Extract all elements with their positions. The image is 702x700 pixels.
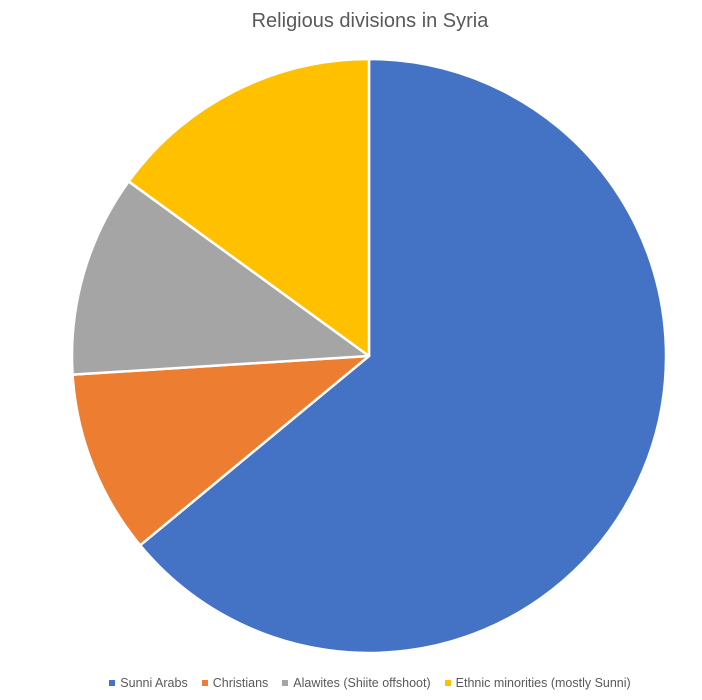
legend-label: Alawites (Shiite offshoot): [293, 676, 431, 690]
legend-item: Christians: [201, 676, 269, 690]
chart-title: Religious divisions in Syria: [251, 10, 489, 32]
pie-slice-sunni-arabs: [138, 57, 668, 655]
legend: Sunni Arabs Christians Alawites (Shiite of…: [0, 676, 702, 690]
legend-swatch: [109, 680, 116, 686]
legend-label: Christians: [212, 676, 269, 690]
legend-label: Sunni Arabs: [120, 676, 188, 690]
pie-slice-alawites-shiite-offshoot: [70, 180, 371, 376]
legend-swatch: [201, 680, 208, 686]
legend-label: Ethnic minorities (mostly Sunni): [455, 676, 631, 690]
legend-item: Sunni Arabs: [109, 676, 188, 690]
pie-slice-ethnic-minorities-mostly-sunni: [127, 57, 371, 358]
legend-swatch: [282, 680, 289, 686]
legend-item: Ethnic minorities (mostly Sunni): [444, 676, 631, 690]
pie-slice-christians: [71, 354, 371, 547]
legend-item: Alawites (Shiite offshoot): [282, 676, 431, 690]
legend-swatch: [444, 680, 451, 686]
